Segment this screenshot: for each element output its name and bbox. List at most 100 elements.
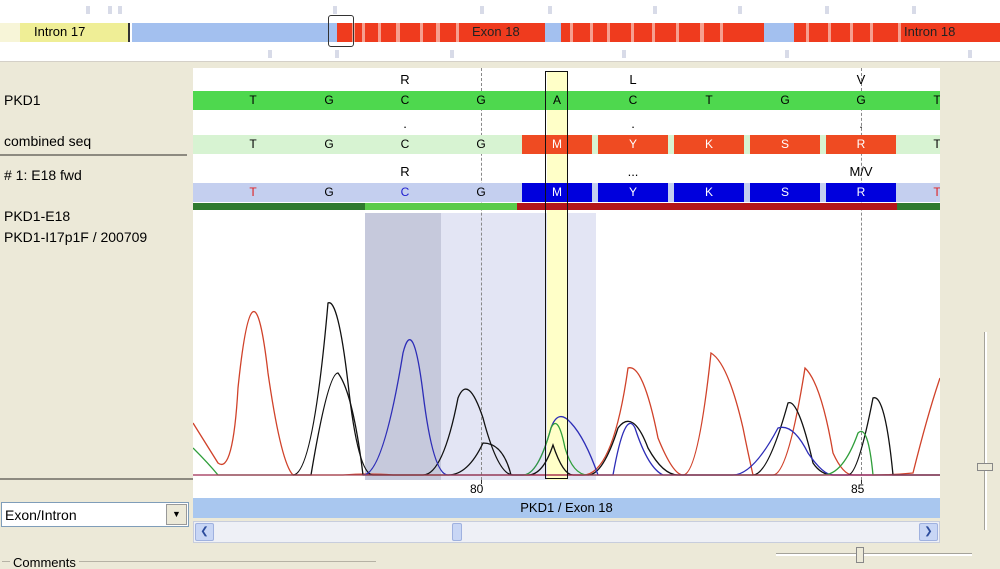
vertical-zoom-slider-thumb[interactable] [977,463,993,471]
marker-tick [118,6,122,14]
quality-bar-good [897,203,940,210]
read-base: C [400,185,410,199]
ruler-tick [481,480,482,484]
reference-base: C [400,93,410,107]
separator [0,478,193,480]
position-ruler: 80 85 [193,480,940,498]
dropdown-arrow-button[interactable]: ▼ [166,504,187,525]
marker-tick [480,6,484,14]
intron-17-region [20,23,130,42]
scroll-left-button[interactable]: ❮ [195,523,214,541]
chevron-right-icon: ❯ [924,526,933,537]
read-aa: R [400,164,410,179]
codon-guide-line [481,68,482,480]
combined-variant-call[interactable]: S [750,135,820,154]
combined-sequence-row: T G C G M Y K S R T [193,135,940,154]
read-base: T [933,185,940,199]
combined-base: G [324,137,334,151]
combined-base: C [400,137,410,151]
read-aa: ... [627,164,639,179]
marker-tick [738,6,742,14]
variant-gap [828,23,831,42]
variant-gap [362,23,365,42]
marker-tick [450,50,454,58]
quality-bar-good [193,203,365,210]
scrollbar-thumb[interactable] [452,523,462,541]
variant-gap [631,23,634,42]
track-labels-panel: PKD1 combined seq # 1: E18 fwd PKD1-E18 … [0,62,193,480]
horizontal-scrollbar[interactable]: ❮ ❯ [193,521,940,543]
horizontal-zoom-slider-track[interactable] [776,553,972,556]
marker-tick [108,6,112,14]
combined-variant-call[interactable]: K [674,135,744,154]
variant-gap [870,23,873,42]
chevron-down-icon: ▼ [172,509,181,519]
read-variant-call[interactable]: M [522,183,592,202]
marker-tick [825,6,829,14]
reference-aa: L [629,72,637,87]
read-variant-call[interactable]: Y [598,183,668,202]
marker-tick [912,6,916,14]
scroll-right-button[interactable]: ❯ [919,523,938,541]
viewport-indicator[interactable] [328,15,354,47]
variant-gap [806,23,809,42]
combined-base: T [933,137,940,151]
cursor-column-fill [547,72,567,480]
reference-base: T [933,93,940,107]
marker-tick [335,50,339,58]
variant-gap [720,23,723,42]
combined-dot: . [403,116,407,131]
read-variant-call[interactable]: K [674,183,744,202]
vertical-zoom-slider-track[interactable] [984,332,987,530]
reference-track-label: PKD1 [4,92,41,108]
chevron-left-icon: ❮ [200,526,209,537]
region-type-select[interactable]: Exon/Intron ▼ [1,502,189,527]
sample-name: PKD1-E18 [4,208,71,224]
intron-region [0,23,20,42]
reference-base: G [476,93,486,107]
read-variant-call[interactable]: S [750,183,820,202]
reference-base: G [856,93,866,107]
reference-base: T [705,93,713,107]
marker-tick [622,50,626,58]
sequence-viewer[interactable]: R L V T G C G A C T G G T . . . T G C G … [193,68,940,480]
combined-variant-call[interactable]: R [826,135,896,154]
coding-gap [764,23,794,42]
separator [0,154,187,156]
reference-base: T [249,93,257,107]
marker-tick [268,50,272,58]
quality-bar-low [517,203,897,210]
variant-gap [652,23,655,42]
marker-tick [333,6,337,14]
combined-dot: . [631,116,635,131]
variant-gap [378,23,381,42]
variant-gap [850,23,853,42]
variant-gap [898,23,901,42]
read-variant-call[interactable]: R [826,183,896,202]
region-type-value: Exon/Intron [5,507,77,523]
read-aa: M/V [849,164,873,179]
coding-region [132,23,337,42]
reference-sequence-row: T G C G A C T G G T [193,91,940,110]
intron-17-label: Intron 17 [34,24,86,39]
marker-tick [86,6,90,14]
variant-gap [436,23,440,42]
combined-variant-call[interactable]: Y [598,135,668,154]
reference-base: C [628,93,638,107]
exon-18-region [337,23,1000,42]
variant-gap [607,23,610,42]
chromatogram-traces [193,302,940,476]
combined-variant-call[interactable]: M [522,135,592,154]
primer-name: PKD1-I17p1F / 200709 [4,229,148,245]
marker-tick [653,6,657,14]
reference-base: A [552,93,561,107]
variant-gap [456,23,459,42]
combined-base: T [249,137,257,151]
variant-gap [700,23,704,42]
reference-base: G [780,93,790,107]
read-base: G [324,185,334,199]
overview-navigator[interactable]: Intron 17 Exon 18 Intron 18 [0,0,1000,62]
horizontal-zoom-slider-thumb[interactable] [856,547,864,563]
selected-column-box[interactable] [545,71,568,479]
combined-dot: . [859,116,863,131]
